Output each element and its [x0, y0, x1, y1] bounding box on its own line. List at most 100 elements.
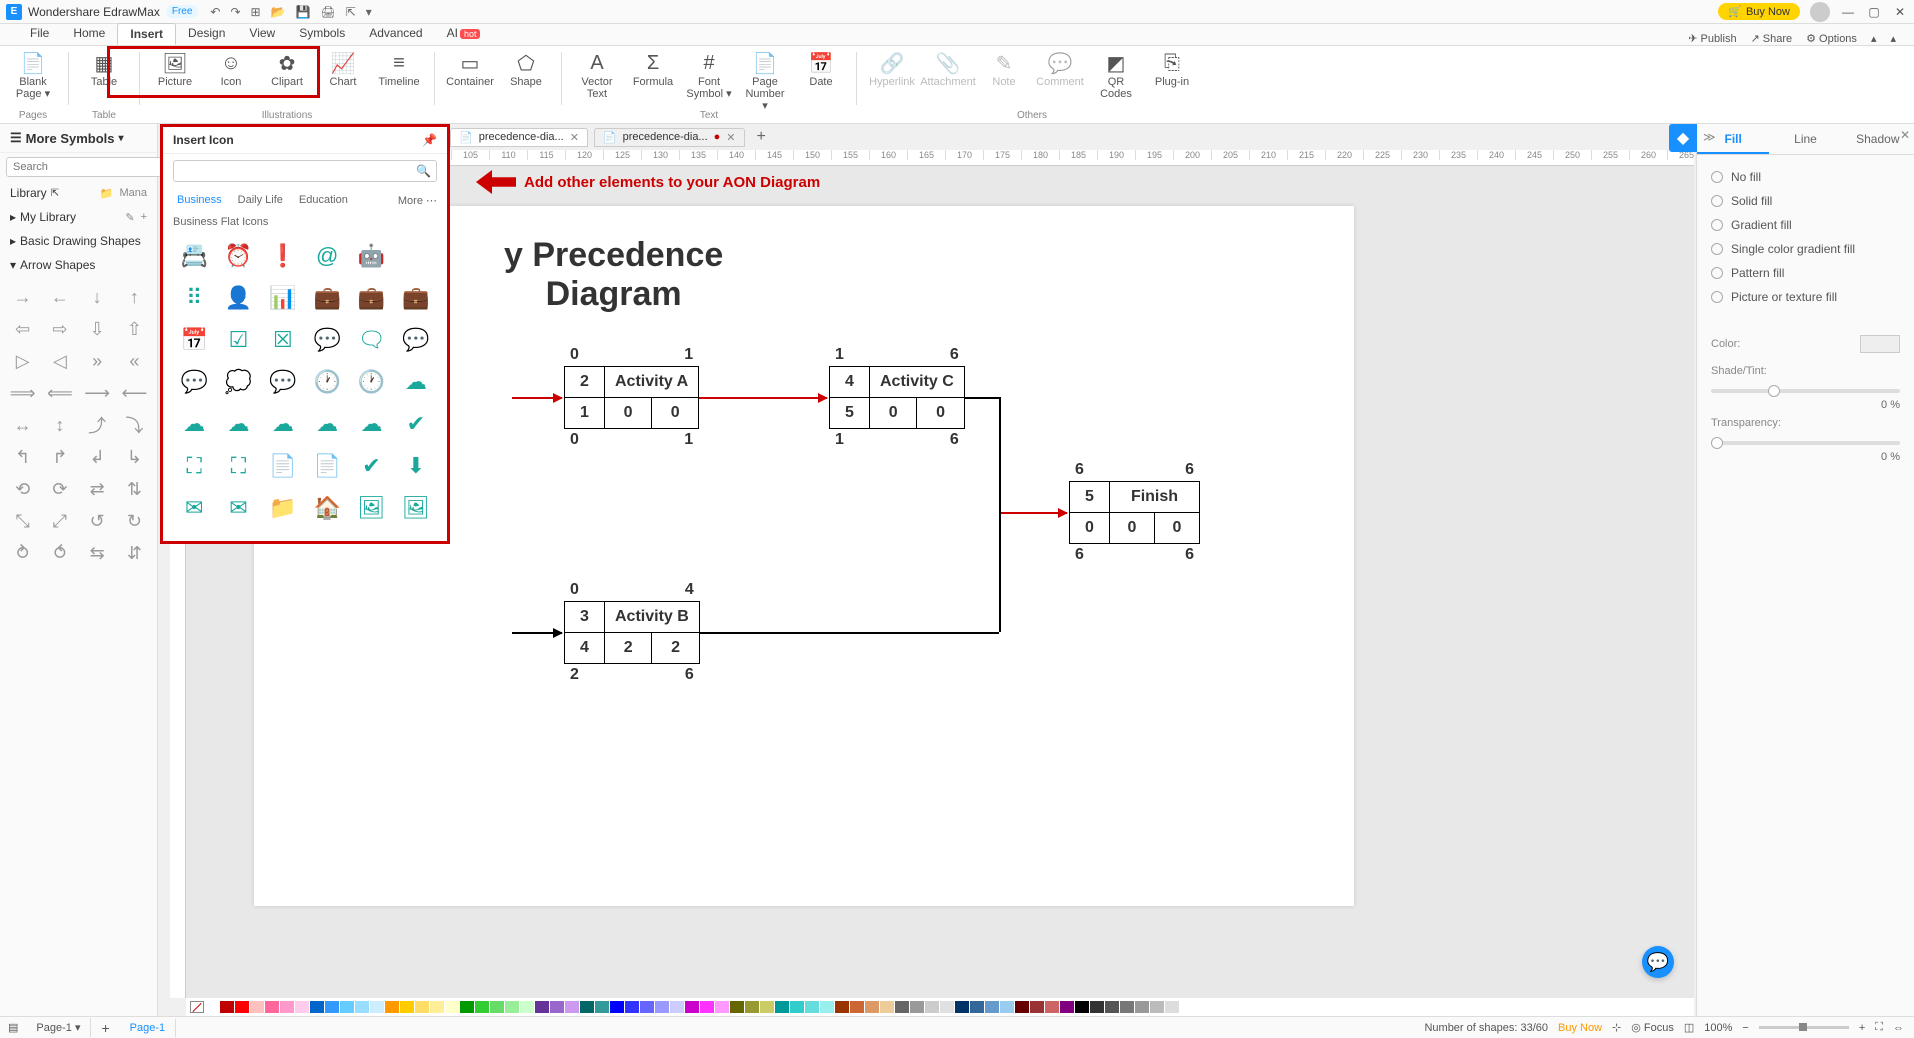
ribbon-container[interactable]: ▭Container — [445, 50, 495, 90]
color-swatch[interactable] — [1120, 1001, 1134, 1013]
color-swatch[interactable] — [280, 1001, 294, 1013]
fit-icon[interactable]: ⊹ — [1612, 1021, 1621, 1034]
icon-item[interactable]: 📅 — [177, 326, 211, 354]
color-swatch[interactable] — [775, 1001, 789, 1013]
fill-option[interactable]: Single color gradient fill — [1711, 237, 1900, 261]
arrow-shape[interactable]: ⇆ — [81, 539, 114, 567]
icon-item[interactable]: ⛶ — [221, 452, 255, 480]
color-swatch[interactable] — [1165, 1001, 1179, 1013]
symbol-search-input[interactable] — [6, 157, 162, 177]
focus-button[interactable]: ◎ Focus — [1631, 1021, 1674, 1034]
color-swatch[interactable] — [1075, 1001, 1089, 1013]
color-swatch[interactable] — [880, 1001, 894, 1013]
panel-collapse-icon[interactable]: ≫ — [1703, 130, 1716, 144]
color-swatch[interactable] — [1090, 1001, 1104, 1013]
page-tab-1[interactable]: Page-1 — [120, 1019, 176, 1037]
shade-slider[interactable] — [1711, 389, 1900, 393]
color-swatch[interactable] — [265, 1001, 279, 1013]
arrow-shape[interactable]: ↳ — [118, 443, 151, 471]
ribbon-timeline[interactable]: ≡Timeline — [374, 50, 424, 90]
doc-close-icon[interactable]: ✕ — [570, 131, 579, 144]
icon-item[interactable]: 💭 — [221, 368, 255, 396]
color-swatch[interactable] — [235, 1001, 249, 1013]
ribbon-shape[interactable]: ⬠Shape — [501, 50, 551, 90]
add-page-button[interactable]: + — [91, 1020, 119, 1036]
arrow-shape[interactable]: ⟶ — [81, 379, 114, 407]
icon-item[interactable]: ✉ — [221, 494, 255, 522]
color-swatch[interactable] — [460, 1001, 474, 1013]
icon-item[interactable]: 👤 — [221, 284, 255, 312]
arrow-shape[interactable]: ⟵ — [118, 379, 151, 407]
ribbon-table[interactable]: ▦Table — [79, 50, 129, 90]
icon-search-input[interactable] — [173, 160, 437, 182]
arrow-shape[interactable]: ↻ — [118, 507, 151, 535]
icon-item[interactable]: ✉ — [177, 494, 211, 522]
icon-item[interactable]: ☁ — [221, 410, 255, 438]
arrow-shape[interactable]: ⇦ — [6, 315, 39, 343]
ribbon-blank-page--[interactable]: 📄BlankPage ▾ — [8, 50, 58, 102]
icon-item[interactable]: ☒ — [266, 326, 300, 354]
color-swatch[interactable] — [730, 1001, 744, 1013]
format-tab-line[interactable]: Line — [1769, 126, 1841, 154]
zoom-slider[interactable] — [1759, 1026, 1849, 1029]
user-avatar[interactable] — [1810, 2, 1830, 22]
zoom-in-button[interactable]: + — [1859, 1022, 1865, 1034]
arrow-shapes-row[interactable]: ▾ Arrow Shapes — [0, 253, 157, 277]
arrow-shape[interactable]: ⤢ — [43, 507, 76, 535]
help-icon[interactable]: ▴ — [1871, 32, 1877, 45]
color-swatch[interactable] — [850, 1001, 864, 1013]
arrow-shape[interactable]: ⤴ — [81, 411, 114, 439]
share-button[interactable]: ↗ Share — [1751, 32, 1793, 45]
zoom-fit-icon[interactable]: ◫ — [1684, 1021, 1694, 1034]
pin-icon[interactable]: 📌 — [422, 133, 437, 147]
icon-item[interactable]: 📁 — [266, 494, 300, 522]
buy-now-button[interactable]: 🛒 Buy Now — [1718, 3, 1800, 20]
basic-shapes-row[interactable]: ▸ Basic Drawing Shapes — [0, 229, 157, 253]
arrow-shape[interactable]: ↕ — [43, 411, 76, 439]
icon-item[interactable]: 🏠 — [310, 494, 344, 522]
color-swatch[interactable] — [340, 1001, 354, 1013]
color-swatch[interactable] — [355, 1001, 369, 1013]
color-swatch[interactable] — [325, 1001, 339, 1013]
icon-item[interactable]: 🖼 — [354, 494, 388, 522]
arrow-shape[interactable]: ↱ — [43, 443, 76, 471]
color-swatch[interactable] — [1000, 1001, 1014, 1013]
icon-item[interactable]: ☁ — [310, 410, 344, 438]
format-badge-icon[interactable]: ◆ — [1669, 124, 1697, 152]
color-swatch[interactable] — [955, 1001, 969, 1013]
color-swatch[interactable] — [370, 1001, 384, 1013]
menu-tab-view[interactable]: View — [237, 23, 287, 45]
arrow-shape[interactable]: ⇩ — [81, 315, 114, 343]
ribbon-vector-text[interactable]: AVectorText — [572, 50, 622, 114]
color-swatch[interactable] — [700, 1001, 714, 1013]
color-swatch[interactable] — [760, 1001, 774, 1013]
icon-item[interactable]: 💬 — [399, 326, 433, 354]
arrow-shape[interactable]: ⤡ — [6, 507, 39, 535]
icon-item[interactable]: ❗ — [266, 242, 300, 270]
color-swatch[interactable] — [715, 1001, 729, 1013]
icon-item[interactable]: ☁ — [177, 410, 211, 438]
color-swatch[interactable] — [550, 1001, 564, 1013]
menu-tab-file[interactable]: File — [18, 23, 61, 45]
lib-add-icon[interactable]: + — [141, 211, 147, 224]
icon-item[interactable] — [399, 242, 433, 270]
color-swatch[interactable] — [1030, 1001, 1044, 1013]
publish-button[interactable]: ✈ Publish — [1688, 32, 1736, 45]
menu-tab-symbols[interactable]: Symbols — [287, 23, 357, 45]
arrow-shape[interactable]: ⇄ — [81, 475, 114, 503]
icon-item[interactable]: 📇 — [177, 242, 211, 270]
color-swatch[interactable] — [595, 1001, 609, 1013]
color-swatch[interactable] — [1060, 1001, 1074, 1013]
color-swatch[interactable] — [925, 1001, 939, 1013]
icon-item[interactable]: ☁ — [266, 410, 300, 438]
ribbon-chart[interactable]: 📈Chart — [318, 50, 368, 90]
icon-item[interactable]: ✔ — [399, 410, 433, 438]
color-swatch[interactable] — [640, 1001, 654, 1013]
color-swatch[interactable] — [535, 1001, 549, 1013]
color-swatch[interactable] — [895, 1001, 909, 1013]
ribbon-formula[interactable]: ΣFormula — [628, 50, 678, 114]
color-swatch[interactable] — [910, 1001, 924, 1013]
icon-item[interactable]: 📄 — [266, 452, 300, 480]
ribbon-plug-in[interactable]: ⎘Plug-in — [1147, 50, 1197, 102]
color-swatch[interactable] — [970, 1001, 984, 1013]
